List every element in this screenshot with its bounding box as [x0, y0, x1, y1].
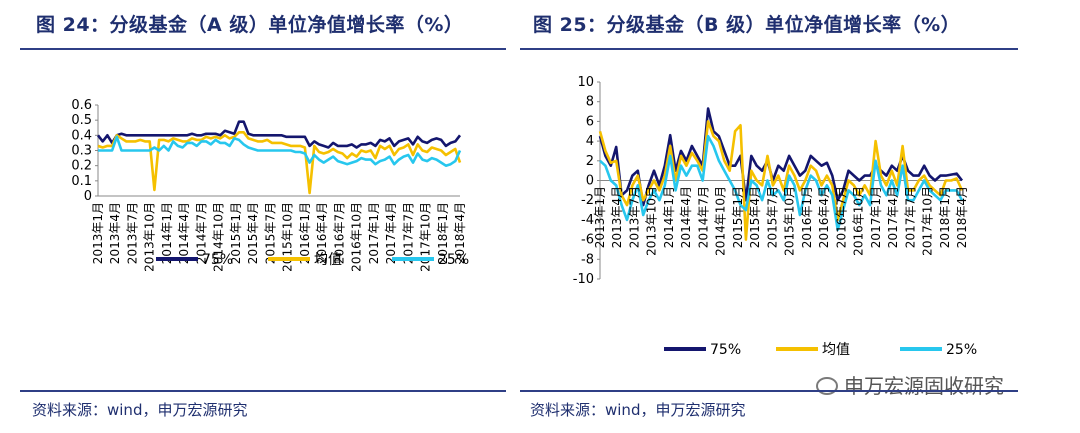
chart-b-ytick-label: -10	[573, 272, 594, 287]
chart-fund-a: 0.6 0.5 0.4 0.3 0.2 0.1 0 2013年1月 2013年4月 2013年7月…	[40, 90, 490, 360]
chart-b-ytick-label: 0	[586, 174, 594, 189]
chart-a-xtick-label: 2015年1月	[229, 202, 243, 264]
chart-b-xtick-label: 2013年1月	[593, 186, 607, 248]
chart-b-xtick-label: 2018年1月	[938, 186, 952, 248]
chart-a-xtick-label: 2013年7月	[125, 202, 139, 264]
chart-a-xtick-label: 2016年10月	[350, 202, 364, 272]
chart-fund-b: 10 8 6 4 2 0 -2 -4 -6 -8 -10 2013年1月 2013年4月 2013年7月 2…	[540, 70, 1010, 360]
chart-b-xtick-label: 2016年10月	[852, 186, 866, 256]
chart-b-xtick-label: 2015年7月	[765, 186, 779, 248]
chart-b-series-mean-line	[598, 120, 964, 241]
chart-b-xtick-label: 2013年7月	[627, 186, 641, 248]
chart-a-xtick-label: 2013年1月	[91, 202, 105, 264]
chart-b-xtick-label: 2018年4月	[955, 186, 969, 248]
chart-b-ytick-label: 4	[586, 134, 594, 149]
chart-b-legend-p25-label: 25%	[946, 342, 977, 358]
chart-a-xtick-label: 2015年10月	[281, 202, 295, 272]
chart-b-xtick-label: 2015年1月	[731, 186, 745, 248]
chart-a-xtick-label: 2018年1月	[436, 202, 450, 264]
left-chart-title: 图 24：分级基金（A 级）单位净值增长率（%）	[36, 14, 464, 36]
chart-a-xtick-label: 2017年1月	[367, 202, 381, 264]
chart-b-xtick-label: 2014年1月	[662, 186, 676, 248]
chart-b-xtick-label: 2017年1月	[869, 186, 883, 248]
chart-b-xtick-label: 2017年4月	[886, 186, 900, 248]
chart-a-ytick-label: 0.2	[71, 159, 92, 174]
top-rule-left	[20, 48, 506, 50]
chart-b-xtick-label: 2013年10月	[645, 186, 659, 256]
chart-a-xtick-label: 2016年4月	[315, 202, 329, 264]
chart-b-ytick-label: -6	[581, 233, 594, 248]
chart-a-xtick-label: 2015年7月	[263, 202, 277, 264]
chart-a-ytick-label: 0.5	[71, 113, 92, 128]
left-source-note: 资料来源：wind，申万宏源研究	[32, 401, 248, 419]
chart-a-xtick-label: 2015年4月	[246, 202, 260, 264]
chart-a-xtick-label: 2017年7月	[401, 202, 415, 264]
bottom-rule-right	[520, 390, 1018, 392]
chart-b-xtick-label: 2013年4月	[610, 186, 624, 248]
chart-a-xtick-label: 2017年10月	[419, 202, 433, 272]
chart-a-legend-p25-label: 25%	[438, 252, 469, 268]
chart-a-legend-mean-label: 均值	[314, 252, 342, 268]
chart-a-xtick-label: 2018年4月	[453, 202, 467, 264]
chart-a-ytick-label: 0.1	[71, 174, 92, 189]
chart-b-xtick-label: 2014年10月	[714, 186, 728, 256]
chart-fund-b-svg: 10 8 6 4 2 0 -2 -4 -6 -8 -10 2013年1月 2013年4月 2013年7月 2…	[573, 75, 977, 358]
chart-b-ytick-label: 8	[586, 95, 594, 110]
chart-b-ytick-label: 2	[586, 154, 594, 169]
watermark: 申万宏源固收研究	[812, 370, 1010, 399]
chart-a-series-mean-line	[97, 130, 462, 195]
chart-a-ytick-label: 0.4	[71, 128, 92, 143]
chart-a-xtick-label: 2014年4月	[177, 202, 191, 264]
chart-a-series-p75-line	[96, 120, 462, 149]
chart-b-legend-mean-label: 均值	[822, 342, 850, 358]
chart-b-xtick-label: 2014年7月	[696, 186, 710, 248]
chart-b-ytick-label: 10	[577, 75, 594, 90]
chart-b-xtick-label: 2016年1月	[800, 186, 814, 248]
chart-a-xtick-label: 2013年10月	[143, 202, 157, 272]
chart-b-xtick-label: 2016年4月	[817, 186, 831, 248]
top-rule-right	[520, 48, 1018, 50]
chart-b-xtick-label: 2017年10月	[921, 186, 935, 256]
chart-a-series-p25-line	[98, 135, 462, 167]
chart-b-xtick-label: 2015年10月	[783, 186, 797, 256]
watermark-text: 申万宏源固收研究	[844, 374, 1004, 398]
chart-b-xtick-label: 2016年7月	[834, 186, 848, 248]
right-chart-title: 图 25：分级基金（B 级）单位净值增长率（%）	[533, 14, 961, 36]
chart-a-xtick-label: 2013年4月	[108, 202, 122, 264]
chart-a-xtick-label: 2016年7月	[332, 202, 346, 264]
chart-b-series-p25-line	[599, 134, 964, 232]
chart-a-ytick-label: 0.6	[71, 98, 92, 113]
chart-a-ytick-label: 0	[84, 189, 92, 204]
chart-b-xtick-label: 2014年4月	[679, 186, 693, 248]
chart-a-legend-p75-label: 75%	[202, 252, 233, 268]
chart-b-xtick-label: 2017年7月	[903, 186, 917, 248]
chart-a-xtick-label: 2016年1月	[298, 202, 312, 264]
right-source-note: 资料来源：wind，申万宏源研究	[530, 401, 746, 419]
chart-a-xtick-label: 2014年1月	[160, 202, 174, 264]
chart-a-xtick-label: 2014年7月	[194, 202, 208, 264]
chart-b-xtick-label: 2015年4月	[748, 186, 762, 248]
chart-b-ytick-label: -2	[581, 193, 594, 208]
chart-a-xtick-label: 2017年4月	[384, 202, 398, 264]
chart-b-legend-p75-label: 75%	[710, 342, 741, 358]
chart-a-xtick-label: 2014年10月	[212, 202, 226, 272]
wechat-icon	[816, 376, 838, 395]
chart-b-ytick-label: 6	[586, 114, 594, 129]
bottom-rule-left	[20, 390, 506, 392]
chart-a-ytick-label: 0.3	[71, 144, 92, 159]
chart-b-ytick-label: -8	[581, 252, 594, 267]
chart-b-ytick-label: -4	[581, 213, 594, 228]
